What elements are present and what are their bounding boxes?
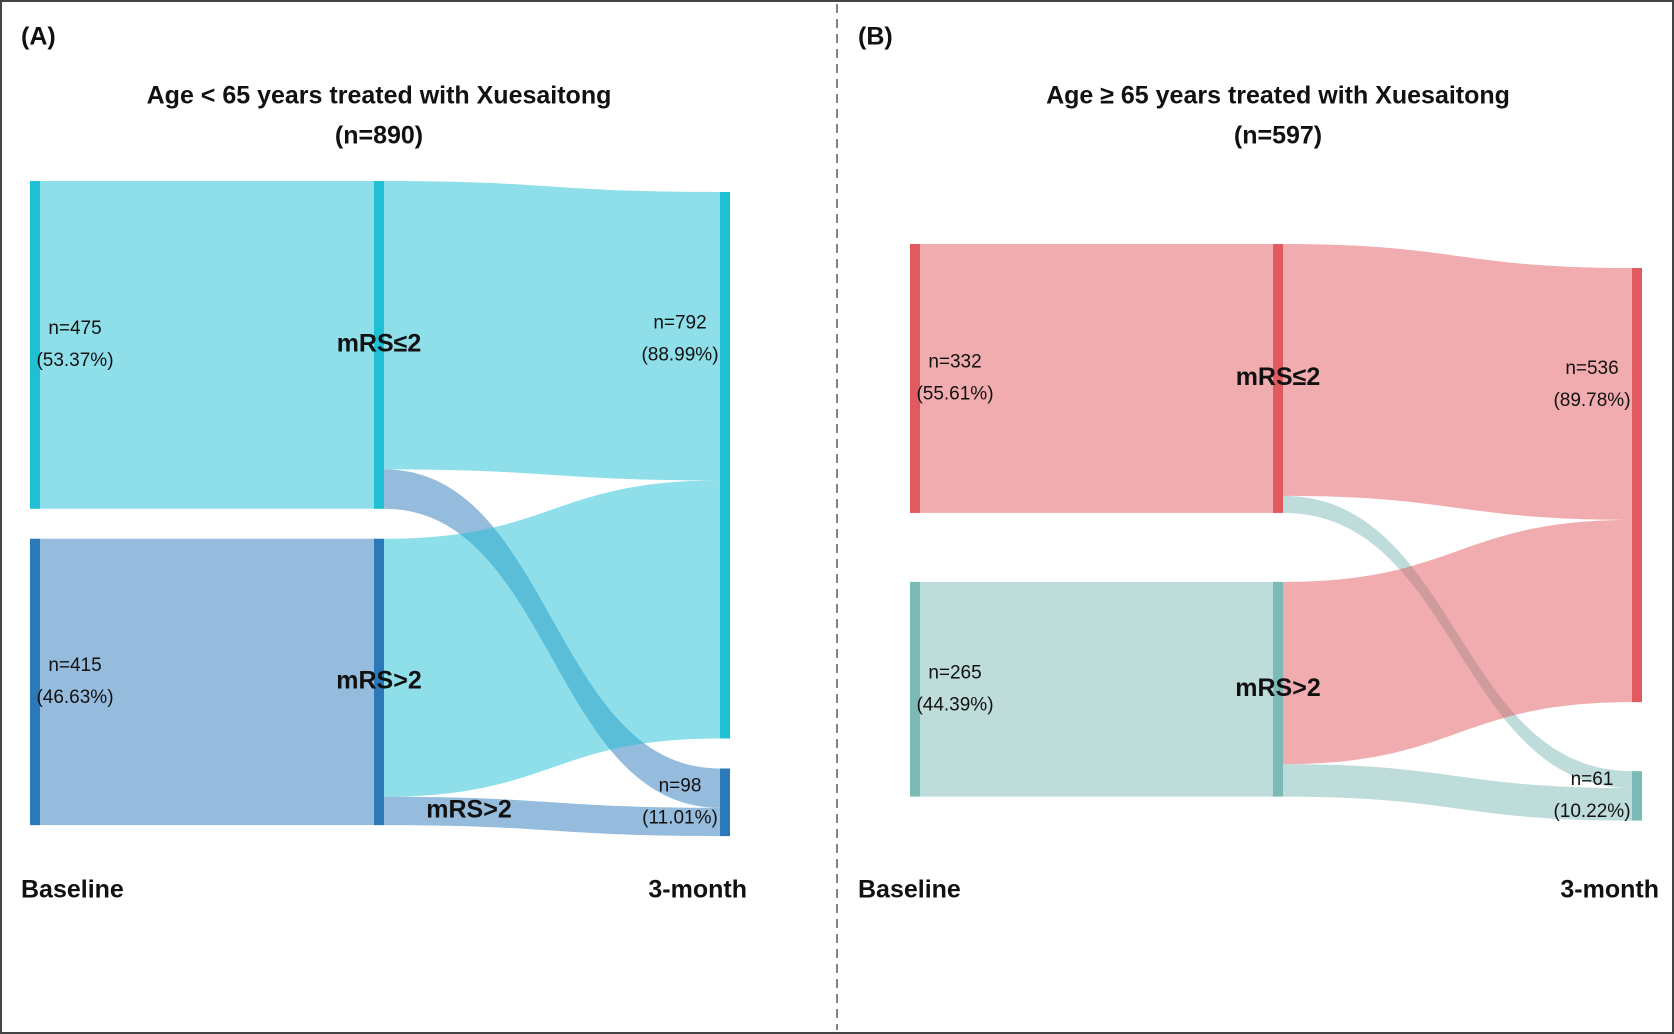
node-name: mRS>2 xyxy=(336,667,421,695)
node-name: mRS≤2 xyxy=(337,329,422,357)
node-bar xyxy=(374,538,384,826)
flow-label: mRS>2 xyxy=(426,796,511,824)
node-percent: (88.99%) xyxy=(641,345,718,366)
node-percent: (55.61%) xyxy=(916,383,993,404)
node-block xyxy=(915,244,1278,513)
node-count: n=415 xyxy=(48,655,101,676)
node-percent: (11.01%) xyxy=(642,807,718,828)
column-label: Baseline xyxy=(858,876,961,904)
node-count: n=536 xyxy=(1565,358,1618,379)
node-name: mRS>2 xyxy=(1235,674,1320,702)
flow xyxy=(1283,764,1632,821)
node-bar xyxy=(1632,771,1642,821)
node-block xyxy=(35,181,379,509)
node-bar xyxy=(374,181,384,509)
column-label: 3-month xyxy=(1560,876,1659,904)
node-bar xyxy=(1273,244,1283,513)
node-count: n=265 xyxy=(928,662,981,683)
node-bar xyxy=(30,181,40,509)
chart-subtitle: (n=890) xyxy=(335,122,423,150)
node-block xyxy=(35,538,379,826)
node-percent: (53.37%) xyxy=(36,350,113,371)
node-bar xyxy=(910,244,920,513)
node-count: n=332 xyxy=(928,351,981,372)
node-count: n=475 xyxy=(48,318,101,339)
node-bar xyxy=(720,768,730,837)
node-bar xyxy=(1273,581,1283,797)
node-percent: (89.78%) xyxy=(1553,390,1630,411)
flow xyxy=(1283,244,1632,520)
node-count: n=61 xyxy=(1571,769,1614,790)
flow xyxy=(384,796,720,837)
panel-label: (B) xyxy=(858,23,893,51)
node-bar xyxy=(910,581,920,797)
chart-subtitle: (n=597) xyxy=(1234,122,1322,150)
node-bar xyxy=(30,538,40,826)
node-percent: (10.22%) xyxy=(1553,801,1630,822)
node-percent: (44.39%) xyxy=(916,694,993,715)
column-label: Baseline xyxy=(21,876,124,904)
node-bar xyxy=(720,192,730,739)
flow xyxy=(1283,519,1632,765)
flow xyxy=(384,480,720,797)
flow xyxy=(384,181,720,481)
node-count: n=792 xyxy=(653,313,706,334)
column-label: 3-month xyxy=(648,876,747,904)
chart-title: Age < 65 years treated with Xuesaitong xyxy=(147,82,612,110)
node-name: mRS≤2 xyxy=(1236,363,1321,391)
node-percent: (46.63%) xyxy=(36,687,113,708)
panel-label: (A) xyxy=(21,23,56,51)
node-block xyxy=(915,581,1278,797)
node-bar xyxy=(1632,268,1642,703)
node-count: n=98 xyxy=(659,775,702,796)
chart-title: Age ≥ 65 years treated with Xuesaitong xyxy=(1046,82,1510,110)
